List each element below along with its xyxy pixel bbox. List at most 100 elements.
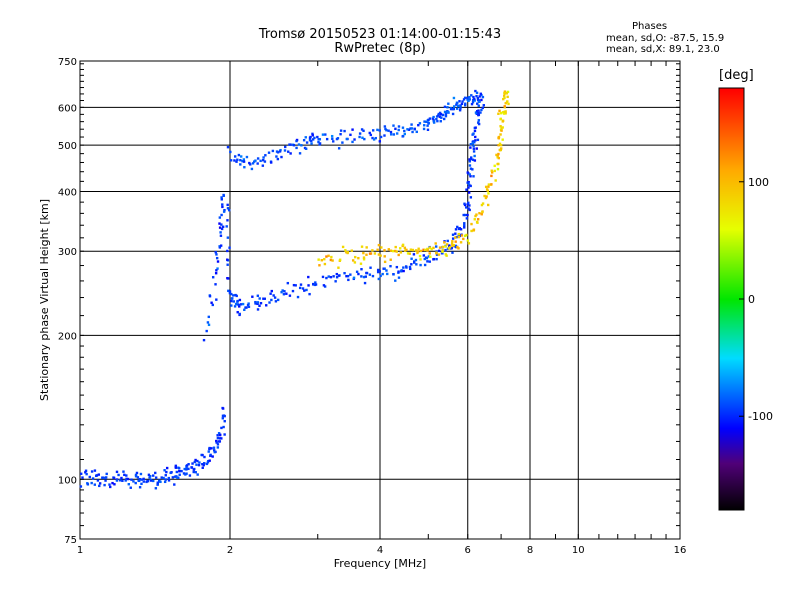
- data-point: [108, 483, 111, 486]
- colorbar-band: [719, 292, 744, 294]
- colorbar-band: [719, 448, 744, 450]
- data-point: [219, 231, 222, 234]
- colorbar-band: [719, 189, 744, 191]
- colorbar-band: [719, 106, 744, 108]
- data-point: [274, 300, 278, 303]
- colorbar-band: [719, 444, 744, 446]
- data-point: [470, 94, 473, 97]
- data-point: [416, 250, 420, 253]
- colorbar-band: [719, 424, 744, 426]
- data-point: [216, 434, 219, 437]
- data-point: [278, 150, 282, 153]
- colorbar-band: [719, 213, 744, 215]
- colorbar-band: [719, 194, 744, 196]
- data-point: [438, 111, 442, 115]
- colorbar-band: [719, 250, 744, 252]
- data-point: [350, 249, 353, 252]
- data-point: [389, 249, 393, 252]
- colorbar-band: [719, 471, 744, 473]
- data-point: [443, 105, 447, 109]
- data-point: [437, 114, 440, 117]
- colorbar-band: [719, 238, 744, 240]
- colorbar-band: [719, 486, 744, 488]
- colorbar-band: [719, 431, 744, 433]
- data-point: [473, 97, 476, 101]
- data-point: [416, 251, 419, 255]
- data-point: [468, 158, 471, 161]
- data-point: [174, 466, 178, 469]
- data-point: [438, 246, 442, 249]
- colorbar-band: [719, 446, 744, 448]
- colorbar-band: [719, 459, 744, 461]
- data-point: [347, 278, 350, 282]
- data-point: [360, 128, 364, 131]
- data-point: [454, 244, 457, 248]
- data-point: [256, 157, 260, 160]
- data-point: [432, 246, 435, 250]
- data-point: [442, 117, 446, 121]
- data-point: [401, 126, 405, 129]
- data-point: [458, 234, 462, 237]
- colorbar-band: [719, 176, 744, 178]
- colorbar-band: [719, 331, 744, 333]
- data-point: [192, 468, 196, 471]
- data-point: [353, 138, 356, 141]
- colorbar-band: [719, 389, 744, 391]
- data-point: [490, 171, 494, 174]
- data-point: [220, 213, 223, 217]
- data-point: [346, 274, 350, 278]
- data-point: [481, 95, 485, 99]
- data-point: [349, 273, 352, 276]
- data-point: [459, 241, 463, 244]
- colorbar-band: [719, 236, 744, 238]
- data-point: [425, 256, 429, 260]
- colorbar-band: [719, 212, 744, 214]
- colorbar-band: [719, 337, 744, 339]
- data-point: [310, 142, 313, 145]
- data-point: [468, 160, 471, 163]
- colorbar-band: [719, 394, 744, 396]
- data-point: [165, 470, 168, 474]
- data-point: [451, 107, 454, 111]
- colorbar-band: [719, 405, 744, 407]
- colorbar-band: [719, 196, 744, 198]
- colorbar-band: [719, 334, 744, 336]
- data-point: [418, 122, 422, 125]
- data-point: [362, 275, 366, 279]
- colorbar-band: [719, 312, 744, 314]
- data-point: [360, 268, 363, 271]
- data-point: [113, 483, 116, 486]
- data-point: [374, 136, 377, 140]
- colorbar-band: [719, 442, 744, 444]
- data-point: [104, 479, 107, 482]
- colorbar-band: [719, 287, 744, 289]
- data-point: [242, 158, 246, 161]
- data-point: [423, 263, 427, 267]
- data-point: [476, 221, 479, 224]
- data-point: [236, 311, 239, 314]
- data-point: [428, 117, 432, 120]
- data-point: [194, 458, 197, 462]
- colorbar-band: [719, 247, 744, 249]
- data-point: [269, 292, 272, 295]
- data-point: [399, 251, 403, 254]
- data-point: [90, 470, 94, 473]
- data-point: [405, 266, 408, 269]
- data-point: [497, 156, 500, 160]
- data-point: [98, 482, 102, 485]
- data-point: [215, 253, 218, 256]
- colorbar-band: [719, 472, 744, 474]
- colorbar-tick-label: -100: [748, 410, 773, 423]
- data-point: [463, 224, 466, 227]
- colorbar-band: [719, 200, 744, 202]
- colorbar-band: [719, 265, 744, 267]
- data-point: [218, 222, 221, 225]
- data-point: [325, 137, 329, 141]
- colorbar-band: [719, 220, 744, 222]
- colorbar-band: [719, 456, 744, 458]
- colorbar-band: [719, 109, 744, 111]
- colorbar-band: [719, 437, 744, 439]
- data-point: [233, 159, 236, 162]
- data-point: [220, 198, 223, 201]
- data-point: [428, 260, 431, 263]
